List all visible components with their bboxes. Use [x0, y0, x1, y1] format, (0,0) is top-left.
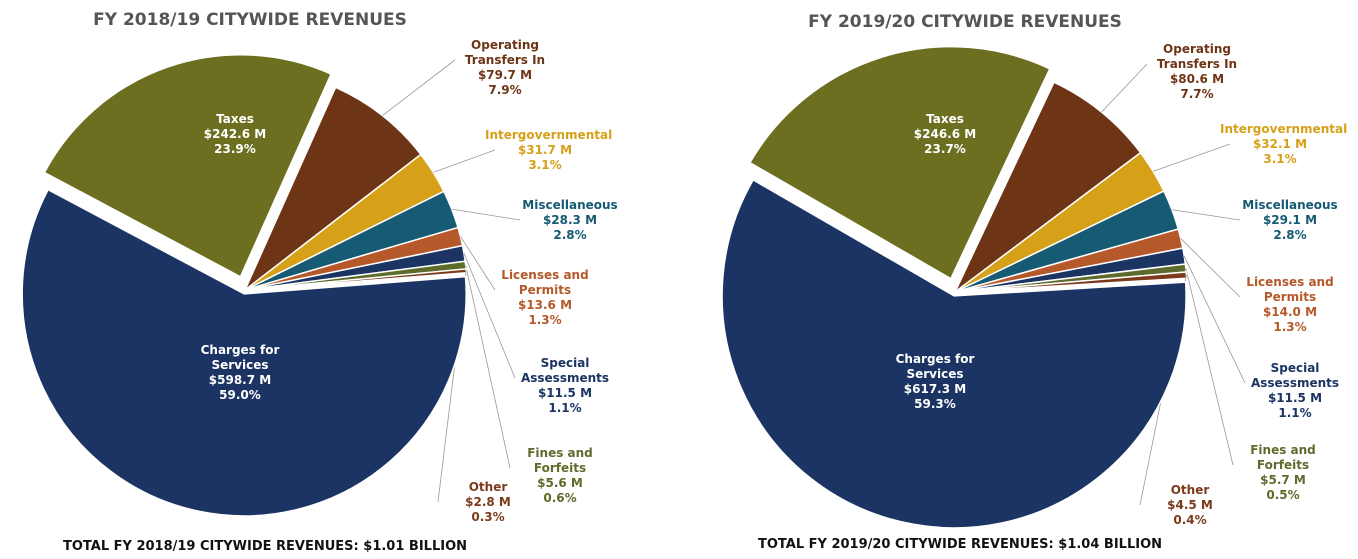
slice-name: Charges for Services: [895, 352, 975, 381]
slice-percent: 0.5%: [1266, 488, 1300, 502]
slice-name: Special Assessments: [520, 356, 610, 385]
slice-percent: 7.7%: [1180, 87, 1214, 101]
slice-name: Intergovernmental: [1220, 122, 1348, 136]
slice-value: $4.5 M: [1167, 498, 1213, 512]
slice-name: Other: [1170, 483, 1210, 497]
slice-percent: 23.9%: [214, 142, 256, 156]
slice-percent: 3.1%: [1263, 152, 1297, 166]
slice-value: $617.3 M: [903, 382, 967, 396]
slice-label: Intergovernmental $31.7 M 3.1%: [485, 128, 613, 173]
slice-label: Miscellaneous $29.1 M 2.8%: [1230, 198, 1350, 243]
slice-value: $11.5 M: [537, 386, 593, 400]
slice-value: $2.8 M: [465, 495, 511, 509]
pie-slice: [43, 54, 333, 278]
slice-percent: 59.0%: [219, 388, 261, 402]
slice-label: Special Assessments $11.5 M 1.1%: [505, 356, 625, 416]
slice-percent: 2.8%: [553, 228, 587, 242]
leader-line: [460, 236, 496, 291]
leader-line: [1185, 267, 1234, 466]
slice-name: Licenses and Permits: [1246, 275, 1334, 304]
chart-title: FY 2018/19 CITYWIDE REVENUES: [93, 10, 407, 30]
slice-name: Taxes: [216, 112, 254, 126]
slice-value: $13.6 M: [517, 298, 573, 312]
slice-label: Other $4.5 M 0.4%: [1130, 483, 1250, 528]
leader-line: [1171, 209, 1241, 221]
slice-percent: 1.3%: [528, 313, 562, 327]
slice-value: $31.7 M: [517, 143, 573, 157]
leader-line: [451, 208, 521, 221]
leader-line: [1183, 255, 1246, 384]
chart-note: TOTAL FY 2019/20 CITYWIDE REVENUES: $1.0…: [757, 537, 1163, 552]
pie-slice: [954, 81, 1142, 293]
leader-line: [1153, 143, 1231, 172]
slice-value: $5.7 M: [1260, 473, 1306, 487]
slice-name: Charges for Services: [200, 343, 280, 372]
pie-slice: [748, 45, 1051, 280]
slice-percent: 59.3%: [914, 397, 956, 411]
slice-label: Fines and Forfeits $5.6 M 0.6%: [500, 446, 620, 506]
slice-name: Other: [468, 480, 508, 494]
slice-name: Fines and Forfeits: [1250, 443, 1316, 472]
slice-value: $29.1 M: [1262, 213, 1318, 227]
slice-percent: 1.1%: [1278, 406, 1312, 420]
slice-value: $5.6 M: [537, 476, 583, 490]
slice-value: $598.7 M: [208, 373, 272, 387]
leader-line: [465, 265, 511, 469]
slice-percent: 0.3%: [471, 510, 505, 524]
slice-label: Operating Transfers In $79.7 M 7.9%: [445, 38, 565, 98]
slice-name: Operating Transfers In: [1156, 42, 1238, 71]
slice-name: Taxes: [926, 112, 964, 126]
pie-slice: [721, 178, 1187, 529]
leader-line: [463, 253, 516, 379]
chart-title: FY 2019/20 CITYWIDE REVENUES: [808, 12, 1122, 32]
pie-slice: [244, 86, 422, 291]
slice-name: Operating Transfers In: [464, 38, 546, 67]
slice-label: Taxes $246.6 M 23.7%: [885, 112, 1005, 157]
slice-value: $28.3 M: [542, 213, 598, 227]
slice-name: Intergovernmental: [485, 128, 613, 142]
slice-label: Miscellaneous $28.3 M 2.8%: [510, 198, 630, 243]
slice-name: Fines and Forfeits: [527, 446, 593, 475]
slice-name: Licenses and Permits: [501, 268, 589, 297]
pie-slice: [954, 271, 1188, 293]
slice-name: Miscellaneous: [1242, 198, 1338, 212]
slice-label: Licenses and Permits $13.6 M 1.3%: [485, 268, 605, 328]
slice-percent: 1.1%: [548, 401, 582, 415]
leader-line: [1180, 238, 1241, 298]
leader-line: [1101, 63, 1148, 113]
slice-name: Miscellaneous: [522, 198, 618, 212]
chart-note: TOTAL FY 2018/19 CITYWIDE REVENUES: $1.0…: [62, 539, 468, 554]
slice-percent: 0.4%: [1173, 513, 1207, 527]
slice-percent: 0.6%: [543, 491, 577, 505]
slice-label: Charges for Services $617.3 M 59.3%: [875, 352, 995, 412]
slice-value: $11.5 M: [1267, 391, 1323, 405]
leader-line: [382, 59, 456, 116]
slice-value: $80.6 M: [1169, 72, 1225, 86]
slice-label: Fines and Forfeits $5.7 M 0.5%: [1223, 443, 1343, 503]
slice-percent: 23.7%: [924, 142, 966, 156]
slice-percent: 2.8%: [1273, 228, 1307, 242]
slice-value: $246.6 M: [913, 127, 977, 141]
slice-name: Special Assessments: [1250, 361, 1340, 390]
pie-slice: [21, 188, 467, 517]
slice-percent: 3.1%: [528, 158, 562, 172]
slice-label: Intergovernmental $32.1 M 3.1%: [1220, 122, 1348, 167]
slice-percent: 7.9%: [488, 83, 522, 97]
slice-label: Other $2.8 M 0.3%: [428, 480, 548, 525]
slice-value: $242.6 M: [203, 127, 267, 141]
slice-label: Special Assessments $11.5 M 1.1%: [1235, 361, 1355, 421]
slice-label: Charges for Services $598.7 M 59.0%: [180, 343, 300, 403]
slice-value: $79.7 M: [477, 68, 533, 82]
slice-value: $14.0 M: [1262, 305, 1318, 319]
slice-label: Licenses and Permits $14.0 M 1.3%: [1230, 275, 1350, 335]
leader-line: [433, 149, 496, 173]
slice-label: Operating Transfers In $80.6 M 7.7%: [1137, 42, 1257, 102]
slice-value: $32.1 M: [1252, 137, 1308, 151]
slice-label: Taxes $242.6 M 23.9%: [175, 112, 295, 157]
slice-percent: 1.3%: [1273, 320, 1307, 334]
